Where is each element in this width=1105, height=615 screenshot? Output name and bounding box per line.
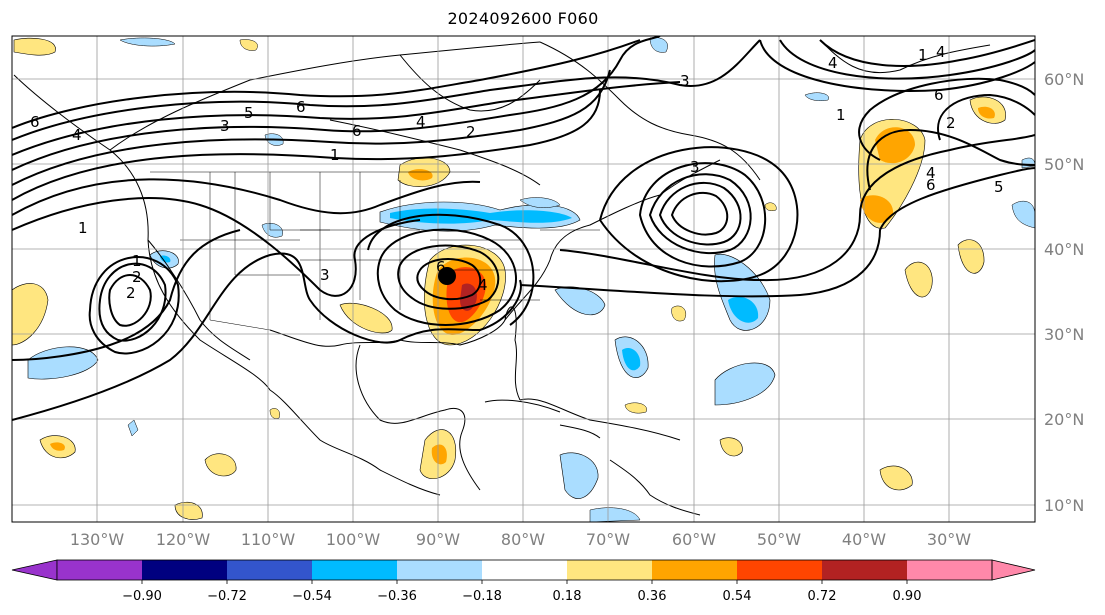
colorbar-tick-label: 0.36	[638, 589, 667, 604]
colorbar-bin	[57, 560, 142, 580]
lon-label-50w: 50°W	[757, 530, 801, 549]
contour-label: 6	[926, 176, 936, 194]
contour-label: 4	[936, 43, 946, 61]
colorbar-tick-label: −0.90	[122, 589, 162, 604]
contour-label: 6	[296, 98, 306, 116]
lon-label-70w: 70°W	[586, 530, 630, 549]
contour-label-group: 6 3 5 6 4 2 1 1 6 4 2 3 1 2 3 4 1 6 2 4 …	[30, 43, 1004, 302]
lon-label-100w: 100°W	[326, 530, 381, 549]
map-border	[11, 35, 1036, 523]
colorbar-bin	[397, 560, 482, 580]
positive-anomaly-shading	[12, 37, 1006, 520]
contour-label: 5	[994, 178, 1004, 196]
contour-label: 6	[934, 86, 944, 104]
contour-lines	[12, 36, 1035, 421]
lon-label-90w: 90°W	[416, 530, 460, 549]
lon-label-60w: 60°W	[672, 530, 716, 549]
contour-label: 1	[78, 219, 88, 237]
contour-label: 4	[72, 126, 82, 144]
colorbar-tick-label: 0.72	[808, 589, 837, 604]
lat-label-60n: 60°N	[1044, 70, 1084, 89]
colorbar-tick-label: 0.54	[723, 589, 752, 604]
contour-label: 2	[466, 123, 476, 141]
contour-label: 1	[918, 46, 928, 64]
colorbar-bin	[737, 560, 822, 580]
contour-label: 3	[320, 266, 330, 284]
storm-center-marker	[438, 267, 456, 285]
lat-label-30n: 30°N	[1044, 325, 1084, 344]
colorbar-tick-label: −0.72	[207, 589, 247, 604]
colorbar: −0.90 −0.72 −0.54 −0.36 −0.18 0.18 0.36 …	[11, 559, 1036, 604]
contour-label: 6	[30, 113, 40, 131]
colorbar-extend-min	[11, 559, 58, 581]
lat-label-50n: 50°N	[1044, 155, 1084, 174]
lon-label-40w: 40°W	[842, 530, 886, 549]
contour-label: 4	[478, 276, 488, 294]
colorbar-tick-label: 0.18	[553, 589, 582, 604]
contour-label: 4	[416, 113, 426, 131]
coastlines	[13, 39, 991, 516]
lon-label-130w: 130°W	[70, 530, 125, 549]
colorbar-bin	[567, 560, 652, 580]
contour-label: 2	[132, 268, 142, 286]
lon-label-80w: 80°W	[501, 530, 545, 549]
contour-label: 3	[680, 72, 690, 90]
contour-label: 3	[690, 158, 700, 176]
colorbar-tick-label: −0.36	[377, 589, 417, 604]
colorbar-bin	[142, 560, 227, 580]
contour-label: 3	[220, 117, 230, 135]
contour-label: 2	[946, 114, 956, 132]
colorbar-tick-label: −0.18	[462, 589, 502, 604]
contour-label: 4	[828, 54, 838, 72]
lon-label-120w: 120°W	[156, 530, 211, 549]
lat-label-10n: 10°N	[1044, 496, 1084, 515]
colorbar-tick-label: −0.54	[292, 589, 332, 604]
contour-label: 1	[836, 106, 846, 124]
lat-label-40n: 40°N	[1044, 240, 1084, 259]
gridlines	[12, 36, 1035, 522]
contour-label: 1	[330, 146, 340, 164]
colorbar-extend-max	[991, 559, 1036, 581]
colorbar-bin	[822, 560, 907, 580]
contour-label: 1	[132, 252, 142, 270]
negative-anomaly-shading	[27, 37, 1035, 522]
colorbar-bin	[482, 560, 567, 580]
contour-label: 5	[244, 104, 254, 122]
colorbar-tick-label: 0.90	[893, 589, 922, 604]
contour-label: 4	[926, 164, 936, 182]
lon-label-30w: 30°W	[927, 530, 971, 549]
contour-label: 6	[436, 258, 446, 276]
map-title: 2024092600 F060	[447, 9, 599, 28]
contour-label: 2	[126, 284, 136, 302]
colorbar-bin	[312, 560, 397, 580]
longitude-labels: 130°W 120°W 110°W 100°W 90°W 80°W 70°W 6…	[70, 530, 971, 549]
map-panel	[12, 36, 1035, 522]
lat-label-20n: 20°N	[1044, 410, 1084, 429]
lon-label-110w: 110°W	[241, 530, 296, 549]
colorbar-bin	[227, 560, 312, 580]
colorbar-bin	[907, 560, 992, 580]
contour-label: 6	[352, 122, 362, 140]
colorbar-bin	[652, 560, 737, 580]
political-borders	[150, 171, 600, 331]
latitude-labels: 60°N 50°N 40°N 30°N 20°N 10°N	[1044, 70, 1084, 515]
